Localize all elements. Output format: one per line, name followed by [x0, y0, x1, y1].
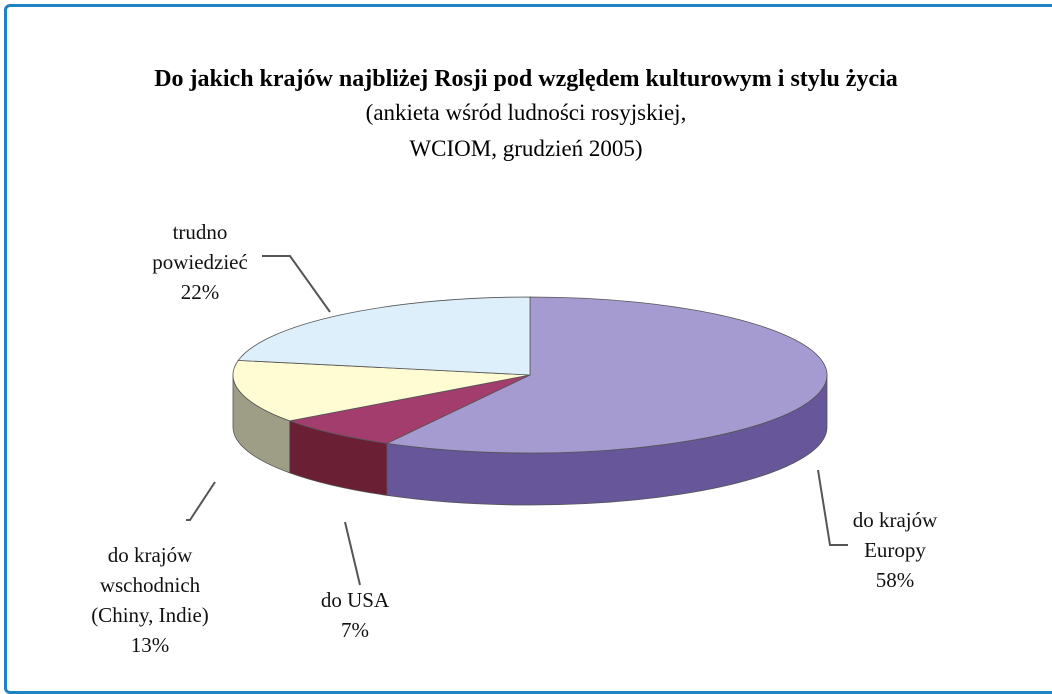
value-label: 13% [130, 633, 170, 657]
chart-subtitle: WCIOM, grudzień 2005) [409, 136, 643, 161]
slice [237, 296, 531, 376]
page: Do jakich krajów najbliżej Rosji pod wzg… [4, 4, 1052, 694]
chart-subtitle: (ankieta wśród ludności rosyjskiej, [365, 100, 687, 125]
slice [385, 296, 828, 454]
slice-label: do krajów Europy 58% [835, 505, 955, 595]
leader-line [186, 481, 216, 521]
tops [232, 296, 828, 454]
value-label: 58% [875, 568, 915, 592]
value-label: 7% [341, 618, 369, 642]
chart [186, 255, 848, 586]
slice-label: trudno powiedzieć 22% [135, 217, 265, 307]
leader-lines [186, 255, 848, 586]
slice [288, 374, 531, 444]
category-label: do krajów Europy [852, 508, 938, 562]
leader-line [262, 255, 331, 313]
category-label: do krajów wschodnich (Chiny, Indie) [91, 543, 209, 627]
value-label: 22% [180, 280, 220, 304]
slice-label: do krajów wschodnich (Chiny, Indie) 13% [70, 540, 230, 660]
category-label: do USA [320, 588, 390, 612]
category-label: trudno powiedzieć [152, 220, 248, 274]
leader-line [817, 469, 848, 546]
slice-label: do USA 7% [295, 585, 415, 645]
chart-title: Do jakich krajów najbliżej Rosji pod wzg… [154, 66, 898, 92]
slice [232, 359, 531, 422]
leader-line [344, 521, 361, 586]
